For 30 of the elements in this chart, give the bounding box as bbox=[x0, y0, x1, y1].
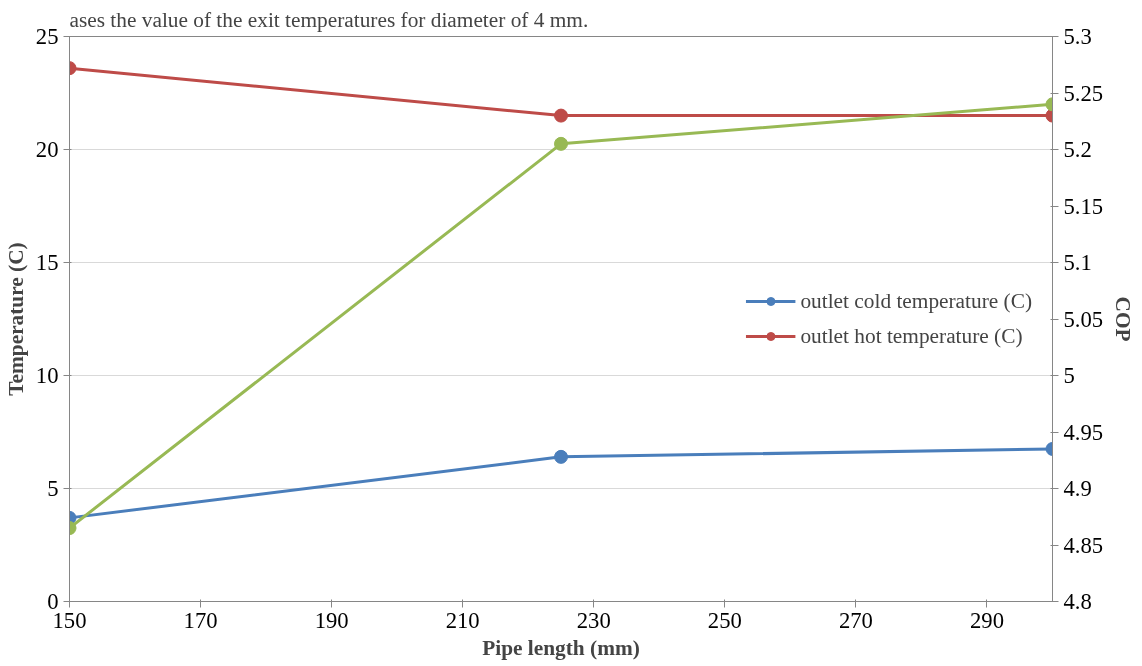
y2-tick-label: 5.1 bbox=[1063, 250, 1092, 275]
y-axis-title: Temperature (C) bbox=[3, 242, 28, 396]
y2-tick-label: 5.15 bbox=[1063, 193, 1104, 219]
x-tick-label: 210 bbox=[445, 607, 480, 633]
y2-tick-label: 4.95 bbox=[1063, 419, 1104, 445]
y2-tick-label: 4.9 bbox=[1063, 476, 1092, 501]
x-tick-label: 250 bbox=[707, 607, 742, 633]
x-tick-label: 270 bbox=[838, 607, 873, 633]
y2-tick-label: 5.05 bbox=[1063, 306, 1104, 332]
y-tick-label: 10 bbox=[35, 363, 59, 388]
y-tick-label: 0 bbox=[47, 589, 59, 614]
y-tick-label: 20 bbox=[35, 137, 59, 162]
y-tick-label: 5 bbox=[47, 476, 59, 501]
y2-tick-label: 4.85 bbox=[1063, 532, 1104, 558]
text: ases the value of the exit temperatures for diameter of 4 mm. bbox=[69, 7, 589, 32]
y-tick-label: 25 bbox=[35, 24, 59, 49]
y2-tick-label: 5.25 bbox=[1063, 80, 1104, 106]
x-tick-label: 190 bbox=[314, 607, 349, 633]
y2-tick-label: 4.8 bbox=[1063, 589, 1092, 614]
legend-label: outlet cold temperature (C) bbox=[800, 288, 1032, 314]
y-tick-label: 15 bbox=[35, 250, 59, 275]
x-tick-label: 230 bbox=[576, 607, 611, 633]
y2-tick-label: 5 bbox=[1063, 363, 1075, 388]
x-axis-title: Pipe length (mm) bbox=[482, 635, 640, 660]
legend-label: outlet hot temperature (C) bbox=[800, 323, 1023, 349]
x-tick-label: 170 bbox=[183, 607, 218, 633]
y2-tick-label: 5.2 bbox=[1063, 137, 1092, 162]
y2-tick-label: 5.3 bbox=[1063, 24, 1092, 49]
y2-axis-title: COP bbox=[1111, 296, 1136, 342]
x-tick-label: 290 bbox=[969, 607, 1004, 633]
